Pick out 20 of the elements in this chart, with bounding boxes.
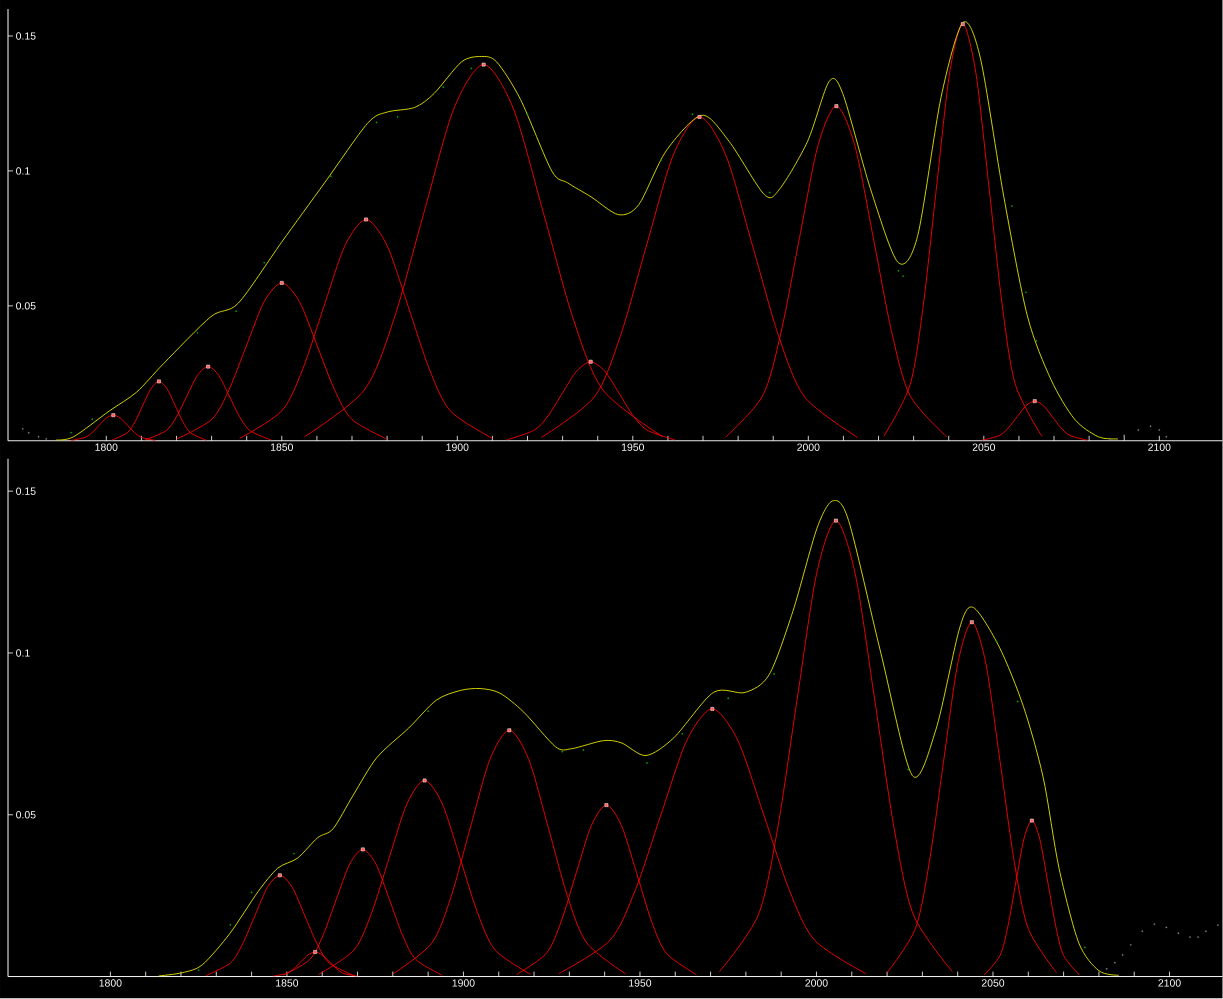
x-tick-label: 2100 bbox=[1158, 979, 1181, 987]
x-tick-label: 1950 bbox=[621, 443, 645, 452]
x-tick-label: 1900 bbox=[446, 443, 469, 452]
x-tick-label: 2050 bbox=[972, 443, 996, 452]
y-tick-label: 0.1 bbox=[16, 649, 30, 657]
y-tick-label: 0.15 bbox=[16, 487, 36, 496]
x-tick-label: 2000 bbox=[797, 443, 820, 452]
x-tick-label: 1900 bbox=[452, 979, 475, 987]
x-tick-label: 1950 bbox=[629, 979, 652, 987]
x-tick-label: 1800 bbox=[99, 979, 122, 987]
x-tick-label: 1800 bbox=[95, 443, 118, 452]
y-tick-label: 0.1 bbox=[16, 167, 30, 175]
y-tick-label: 0.15 bbox=[16, 32, 36, 40]
y-tick-label: 0.05 bbox=[16, 302, 36, 310]
x-tick-label: 1850 bbox=[276, 979, 299, 987]
x-tick-label: 1850 bbox=[270, 443, 294, 452]
x-tick-label: 2000 bbox=[805, 979, 828, 987]
x-tick-label: 2100 bbox=[1148, 443, 1171, 452]
y-tick-label: 0.05 bbox=[16, 811, 36, 819]
x-tick-label: 2050 bbox=[981, 979, 1005, 987]
